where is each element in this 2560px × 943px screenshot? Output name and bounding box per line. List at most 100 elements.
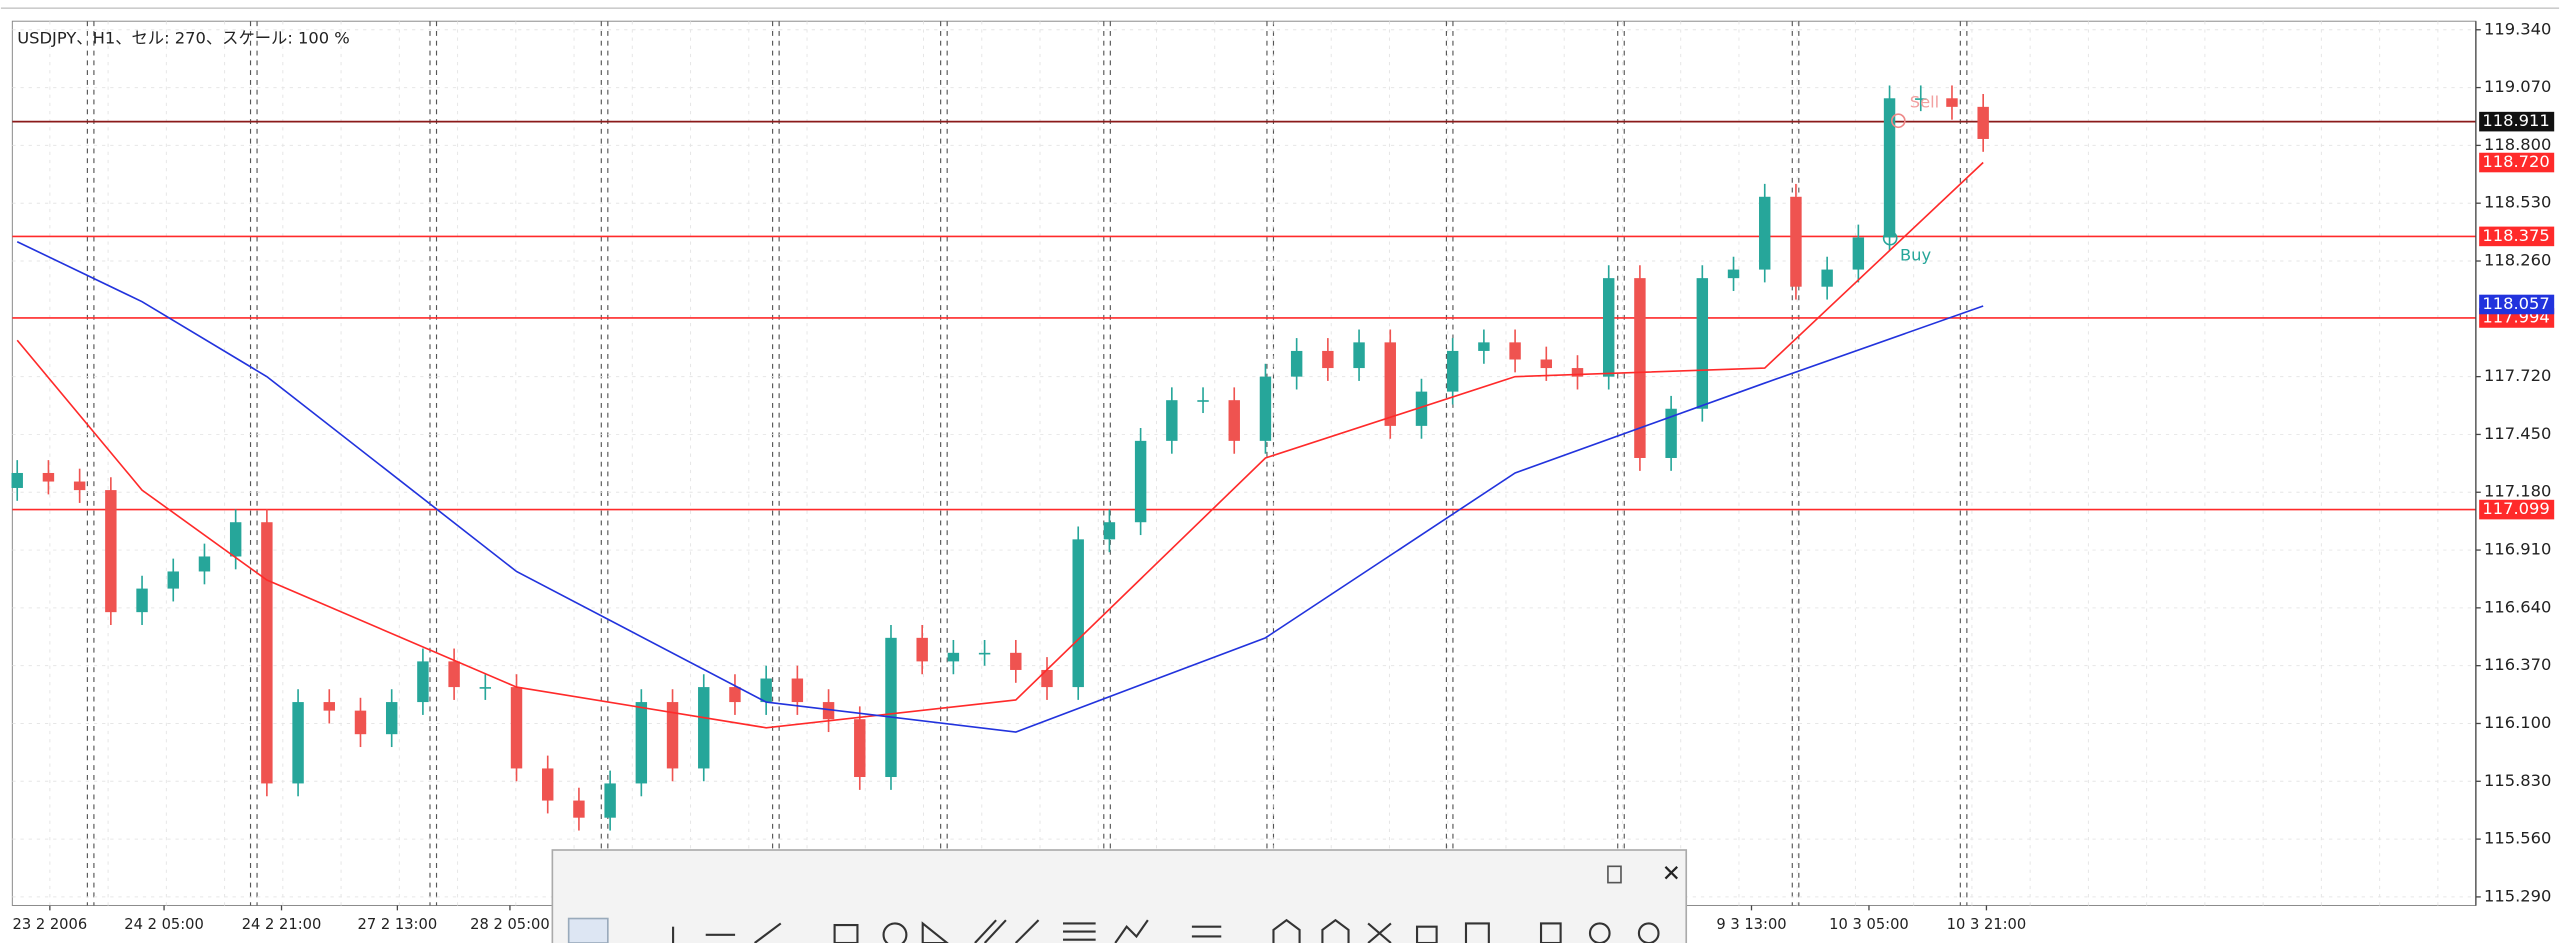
price-label-box xyxy=(2479,226,2555,247)
x-tick-label: 23 2 2006 xyxy=(13,916,88,933)
price-label: 118.375 xyxy=(2482,226,2549,245)
x-tick-label: 9 3 13:00 xyxy=(1716,916,1786,933)
candle-body xyxy=(1571,368,1584,377)
candle-body xyxy=(1322,350,1334,369)
candle-body xyxy=(978,652,991,655)
candle-body xyxy=(479,687,492,689)
tool-rect[interactable] xyxy=(833,923,859,943)
price-label: 118.911 xyxy=(2482,111,2549,130)
tool-arrow-up[interactable] xyxy=(1321,918,1350,943)
y-tick-label: 115.560 xyxy=(2484,829,2551,848)
x-tick-label: 28 2 05:00 xyxy=(470,916,550,933)
candle-body xyxy=(791,678,804,703)
tool-cross[interactable] xyxy=(1367,922,1392,943)
candle-body xyxy=(1634,278,1646,458)
candle-body xyxy=(1041,669,1053,688)
tool-options[interactable] xyxy=(1637,922,1660,943)
tool-thumb[interactable] xyxy=(1272,918,1301,943)
candle-body xyxy=(198,556,211,572)
x-tick-label: 10 3 21:00 xyxy=(1947,916,2027,933)
candle-body xyxy=(1446,350,1459,392)
x-tick-label: 24 2 05:00 xyxy=(124,916,204,933)
candle-body xyxy=(666,702,679,769)
y-tick-label: 116.640 xyxy=(2484,597,2551,616)
trade-annotation: Buy xyxy=(1900,246,1932,265)
candle-body xyxy=(1197,400,1209,402)
candle-body xyxy=(385,702,398,735)
dock-button[interactable] xyxy=(1607,865,1622,884)
candle-body xyxy=(1509,342,1521,360)
y-tick-label: 119.070 xyxy=(2484,77,2551,96)
price-label-box xyxy=(2479,152,2555,173)
tool-label[interactable] xyxy=(1415,925,1438,943)
candle-body xyxy=(760,678,772,703)
candle-body xyxy=(323,702,335,711)
marks: Sell Buy xyxy=(11,85,2476,831)
candle-body xyxy=(885,637,897,778)
price-label: 118.057 xyxy=(2482,294,2549,313)
y-tick-label: 118.800 xyxy=(2484,135,2551,154)
y-tick-label: 117.180 xyxy=(2484,482,2551,501)
candle-body xyxy=(229,522,242,557)
tool-elliott[interactable] xyxy=(1114,919,1149,943)
candle-body xyxy=(1977,106,1989,139)
candle-body xyxy=(510,687,523,769)
candle-body xyxy=(916,637,928,662)
y-tick-label: 118.260 xyxy=(2484,251,2551,270)
candle-body xyxy=(1883,98,1896,238)
candle-body xyxy=(11,472,23,488)
tool-text[interactable] xyxy=(1539,922,1562,943)
tool-lines[interactable] xyxy=(1191,925,1222,938)
trade-annotation: Sell xyxy=(1910,92,1939,111)
candle-body xyxy=(1696,278,1709,409)
x-tick-label: 27 2 13:00 xyxy=(358,916,438,933)
candle-body xyxy=(105,490,117,613)
tool-select[interactable] xyxy=(567,917,609,943)
candle-body xyxy=(1290,350,1303,377)
candle-body xyxy=(354,710,367,735)
close-button[interactable]: ✕ xyxy=(1662,861,1681,887)
candle-body xyxy=(635,702,648,784)
candle-body xyxy=(698,687,710,769)
x-tick-label: 24 2 21:00 xyxy=(242,916,322,933)
candle-body xyxy=(1790,196,1802,287)
x-tick-label: 10 3 05:00 xyxy=(1829,916,1909,933)
tool-trend[interactable] xyxy=(754,922,782,943)
candle-body xyxy=(1384,342,1396,426)
tool-ellipse[interactable] xyxy=(882,922,908,943)
y-tick-label: 116.910 xyxy=(2484,540,2551,559)
candle-body xyxy=(1665,408,1677,458)
y-tick-label: 119.340 xyxy=(2484,19,2551,38)
candle-body xyxy=(1915,98,1927,100)
price-label: 118.720 xyxy=(2482,152,2549,171)
candle-body xyxy=(261,522,273,784)
chart-title: USDJPY、H1、セル: 270、スケール: 100 % xyxy=(17,29,350,48)
y-tick-label: 115.290 xyxy=(2484,886,2551,905)
tool-icons xyxy=(672,918,1660,943)
candle-body xyxy=(448,661,460,688)
candle-body xyxy=(604,783,616,818)
tool-settings[interactable] xyxy=(1588,922,1611,943)
tool-flag[interactable] xyxy=(1464,922,1490,943)
candle-body xyxy=(1478,342,1490,351)
tool-fib-levels[interactable] xyxy=(1063,922,1096,941)
candle-body xyxy=(1759,196,1771,270)
y-tick-label: 116.370 xyxy=(2484,655,2551,674)
candle-body xyxy=(167,571,179,589)
candle-body xyxy=(1072,539,1084,688)
y-tick-label: 117.720 xyxy=(2484,366,2551,385)
candle-body xyxy=(1103,522,1116,540)
candle-body xyxy=(292,702,304,784)
tool-fib[interactable] xyxy=(1014,919,1040,943)
candle-body xyxy=(1166,400,1178,441)
y-tick-label: 116.100 xyxy=(2484,713,2551,732)
candle-body xyxy=(822,702,835,720)
toolbar-panel xyxy=(551,849,1688,943)
candle-body xyxy=(417,661,429,703)
candle-body xyxy=(73,481,86,491)
candle-body xyxy=(1415,391,1428,426)
tool-triangle[interactable] xyxy=(921,921,949,943)
tool-channel[interactable] xyxy=(974,919,1007,943)
